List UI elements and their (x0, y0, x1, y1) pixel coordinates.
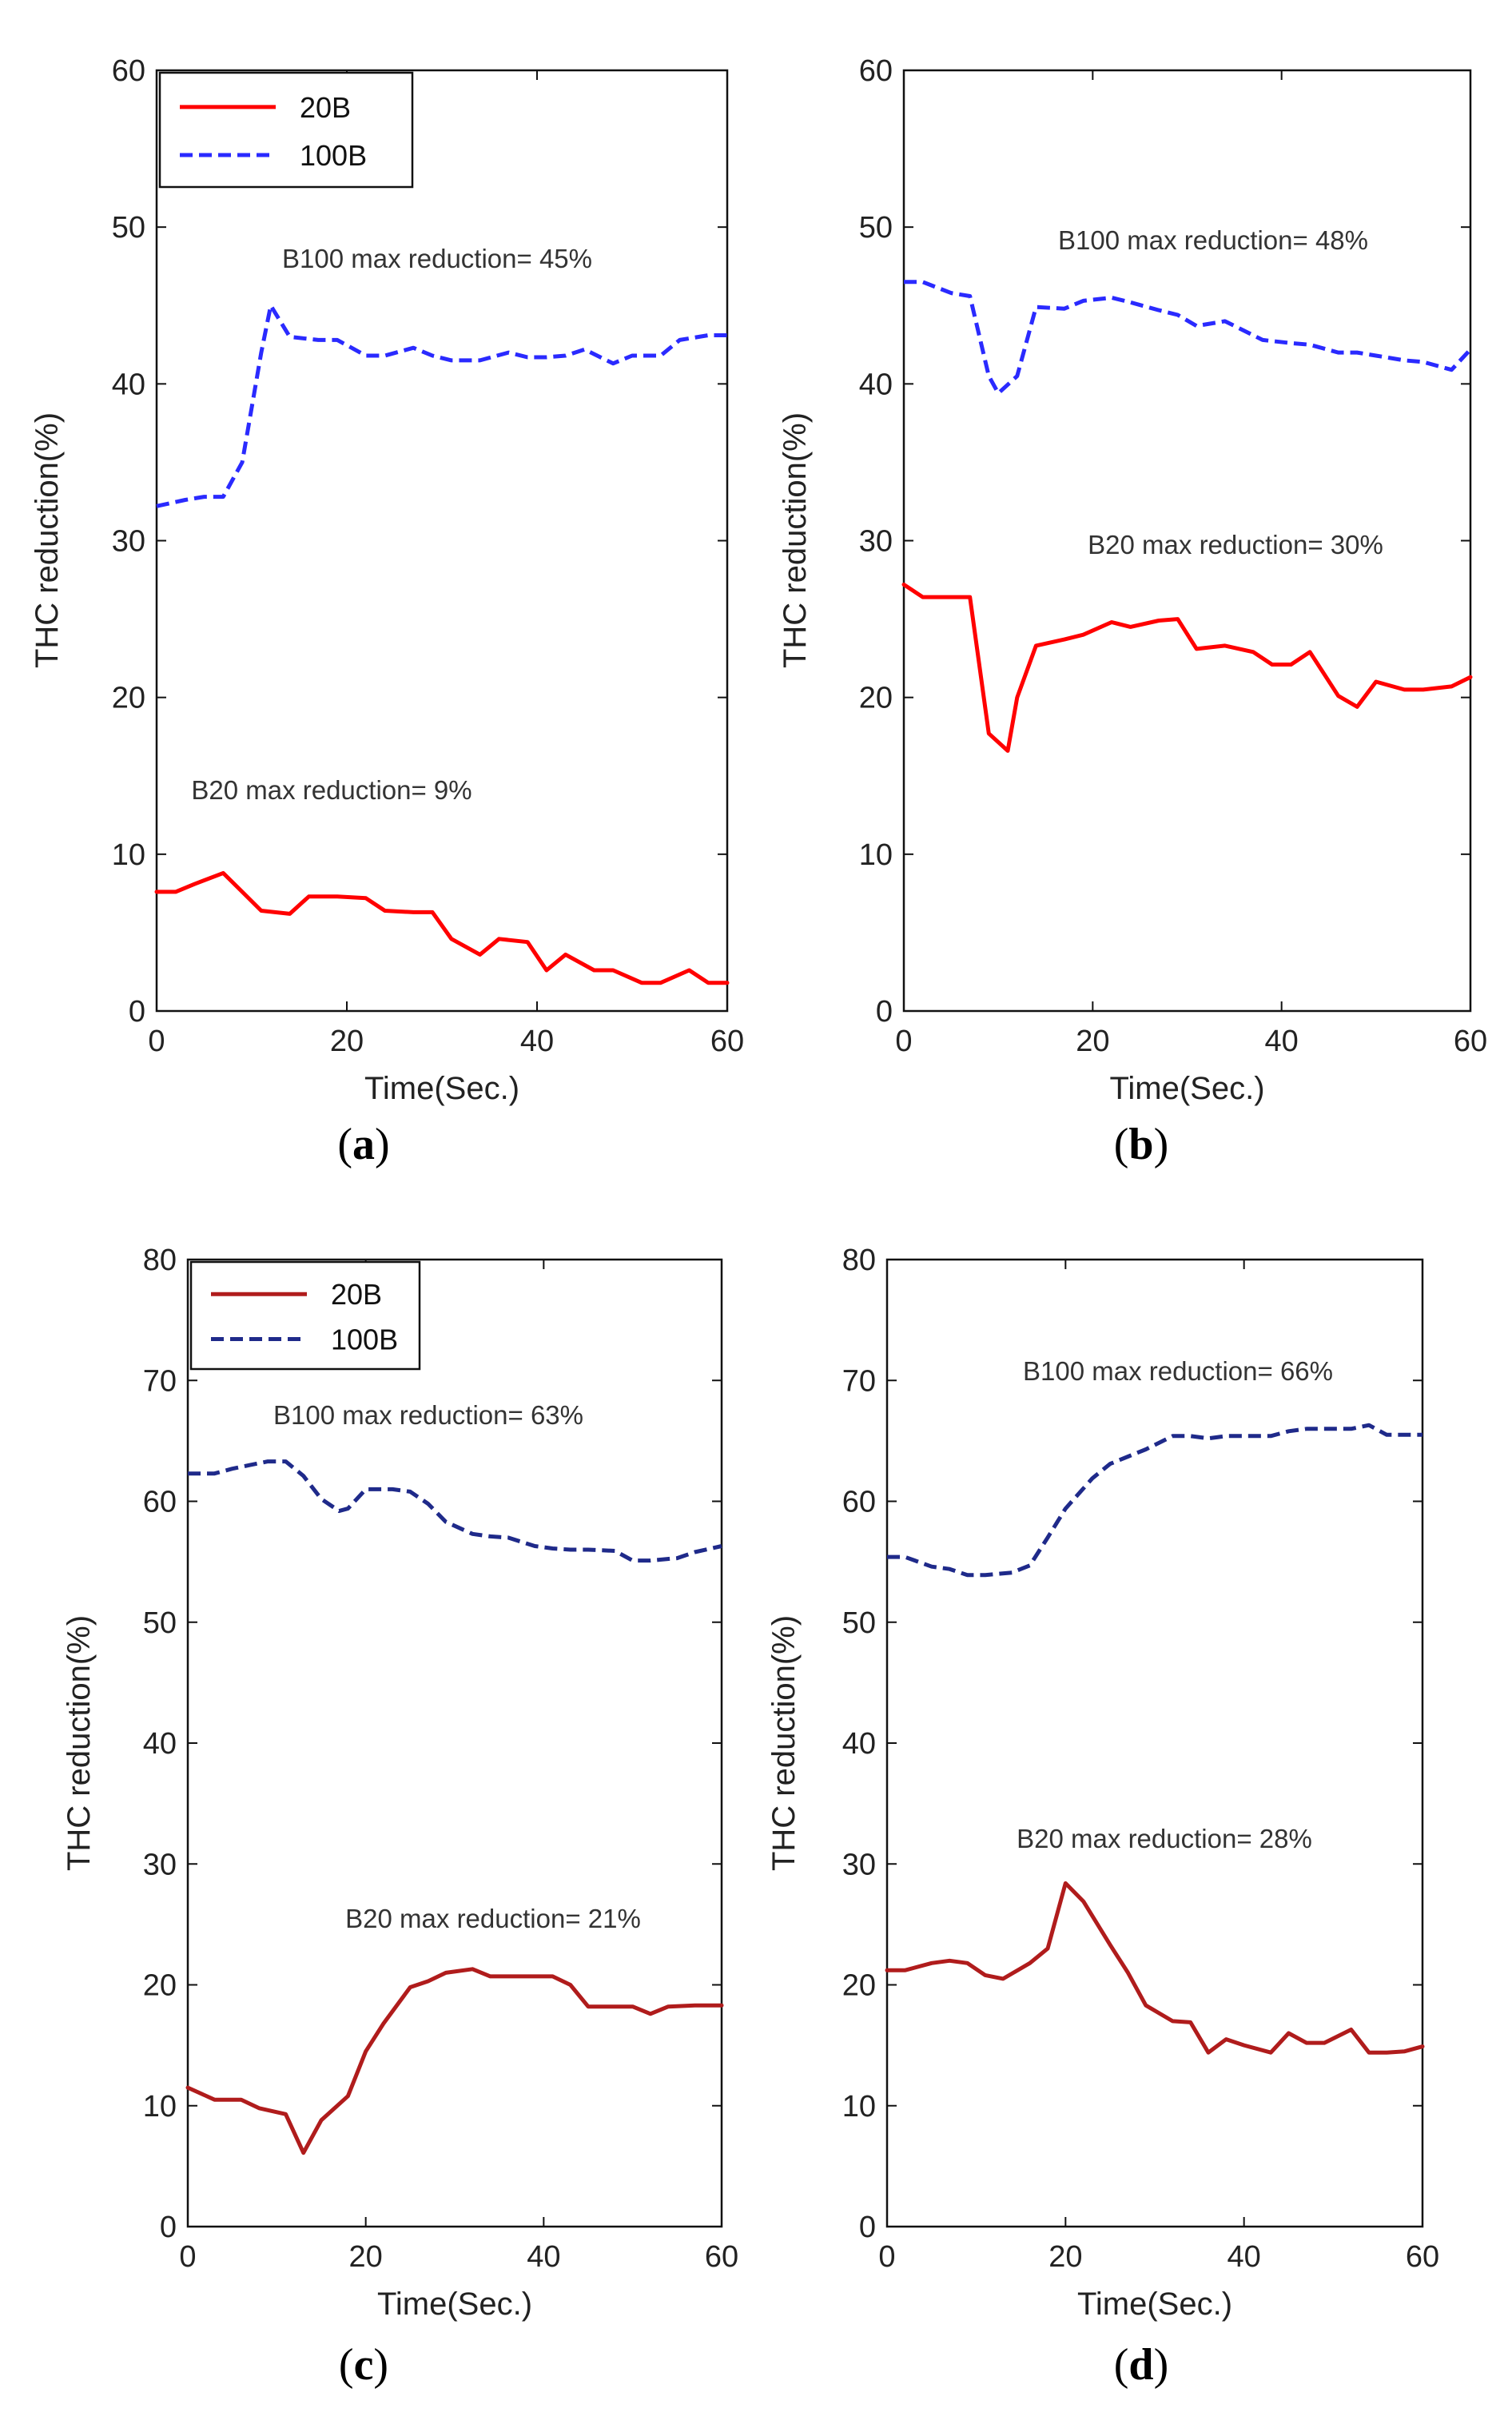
x-axis-label: Time(Sec.) (364, 1071, 519, 1106)
y-tick-label: 50 (842, 1606, 876, 1640)
x-tick-label: 0 (179, 2240, 196, 2274)
y-tick-label: 60 (859, 54, 893, 88)
y-tick-label: 80 (143, 1244, 177, 1277)
y-tick-label: 10 (859, 838, 893, 872)
x-tick-label: 40 (520, 1025, 554, 1058)
annotation-label: B100 max reduction= 45% (282, 244, 592, 273)
annotation-label: B20 max reduction= 30% (1088, 530, 1383, 559)
y-tick-label: 80 (842, 1244, 876, 1277)
legend: 20B 100B (189, 1260, 421, 1371)
y-tick-label: 20 (859, 682, 893, 715)
plot-frame (885, 1258, 1424, 2228)
x-tick-label: 0 (148, 1025, 165, 1058)
y-tick-label: 10 (143, 2090, 177, 2124)
y-axis-label: THC reduction(%) (30, 412, 65, 668)
panel-label: (b) (1114, 1120, 1168, 1169)
x-tick-label: 20 (330, 1025, 364, 1058)
y-tick-label: 60 (842, 1486, 876, 1519)
annotation-label: B100 max reduction= 63% (273, 1400, 583, 1430)
chart-panel-a: 0 10 20 30 40 50 60 0 20 40 60 Time(Sec.) THC reduct… (30, 54, 744, 1169)
x-tick-label: 40 (1228, 2240, 1261, 2274)
y-tick-label: 40 (143, 1727, 177, 1761)
x-tick-label: 20 (1076, 1025, 1109, 1058)
y-tick-label: 0 (859, 2211, 876, 2244)
annotation-label: B20 max reduction= 28% (1017, 1824, 1312, 1853)
y-axis-label: THC reduction(%) (778, 412, 813, 668)
chart-panel-b: 0 10 20 30 40 50 60 0 20 40 60 Time(Sec.) THC reduct… (778, 54, 1487, 1169)
y-axis-label: THC reduction(%) (62, 1615, 97, 1871)
x-tick-label: 60 (710, 1025, 744, 1058)
panel-label: (d) (1114, 2340, 1168, 2390)
x-tick-label: 60 (1406, 2240, 1439, 2274)
legend-box (189, 1260, 421, 1371)
y-tick-label: 30 (143, 1848, 177, 1881)
x-tick-label: 60 (705, 2240, 738, 2274)
x-axis-label: Time(Sec.) (377, 2287, 532, 2322)
series-line-100B (887, 1423, 1422, 1578)
legend-label: 20B (331, 1278, 382, 1311)
x-axis-label: Time(Sec.) (1109, 1071, 1264, 1106)
y-tick-label: 40 (859, 368, 893, 401)
x-tick-label: 0 (878, 2240, 895, 2274)
chart-panel-d: 0 10 20 30 40 50 60 70 80 0 20 40 60 Time(Sec.) THC re… (766, 1244, 1439, 2390)
y-tick-label: 20 (842, 1969, 876, 2003)
series-line-20B (901, 582, 1473, 753)
x-tick-label: 40 (527, 2240, 560, 2274)
annotation-label: B20 max reduction= 21% (345, 1904, 641, 1933)
series-line-100B (156, 303, 727, 508)
x-tick-label: 20 (349, 2240, 383, 2274)
series-line-20B (185, 1967, 724, 2155)
y-tick-label: 10 (842, 2090, 876, 2124)
y-tick-label: 30 (842, 1848, 876, 1881)
y-tick-label: 50 (859, 211, 893, 245)
x-axis-label: Time(Sec.) (1077, 2287, 1232, 2322)
y-tick-label: 20 (112, 682, 145, 715)
y-tick-label: 30 (112, 525, 145, 559)
y-tick-label: 40 (112, 368, 145, 401)
y-axis-label: THC reduction(%) (766, 1615, 802, 1871)
legend: 20B 100B (158, 71, 414, 189)
plot-frame (155, 69, 729, 1013)
x-tick-label: 0 (895, 1025, 912, 1058)
legend-label: 20B (300, 91, 351, 124)
y-tick-label: 0 (160, 2211, 177, 2244)
legend-label: 100B (331, 1323, 398, 1355)
annotation-label: B100 max reduction= 48% (1058, 225, 1368, 255)
panel-label: (a) (337, 1120, 389, 1169)
y-tick-label: 20 (143, 1969, 177, 2003)
y-tick-label: 0 (129, 995, 145, 1029)
legend-label: 100B (300, 139, 367, 172)
series-line-20B (885, 1881, 1425, 2055)
y-tick-label: 70 (143, 1364, 177, 1398)
y-tick-label: 10 (112, 838, 145, 872)
y-tick-label: 50 (112, 211, 145, 245)
y-tick-label: 0 (876, 995, 893, 1029)
legend-box (158, 71, 414, 189)
x-tick-label: 60 (1454, 1025, 1487, 1058)
series-line-100B (904, 280, 1472, 396)
chart-panel-c: 0 10 20 30 40 50 60 70 80 0 20 40 60 Time(Sec.) THC re… (62, 1244, 738, 2390)
y-tick-label: 30 (859, 525, 893, 559)
panel-label: (c) (339, 2340, 388, 2390)
x-tick-label: 40 (1265, 1025, 1299, 1058)
x-tick-label: 20 (1048, 2240, 1082, 2274)
y-tick-label: 70 (842, 1364, 876, 1398)
annotation-label: B20 max reduction= 9% (191, 775, 472, 805)
annotation-label: B100 max reduction= 66% (1023, 1356, 1333, 1386)
y-tick-label: 60 (143, 1486, 177, 1519)
series-line-20B (154, 870, 730, 985)
y-tick-label: 40 (842, 1727, 876, 1761)
y-tick-label: 60 (112, 54, 145, 88)
y-tick-label: 50 (143, 1606, 177, 1640)
series-line-100B (188, 1459, 722, 1563)
